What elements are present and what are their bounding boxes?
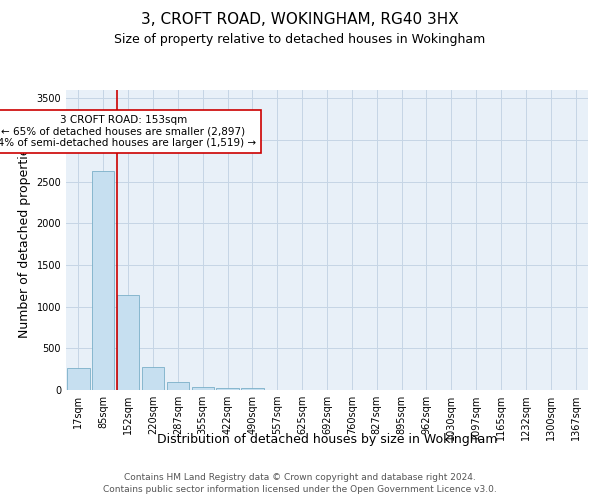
Text: Size of property relative to detached houses in Wokingham: Size of property relative to detached ho…: [115, 32, 485, 46]
Text: 3 CROFT ROAD: 153sqm
← 65% of detached houses are smaller (2,897)
34% of semi-de: 3 CROFT ROAD: 153sqm ← 65% of detached h…: [0, 115, 256, 148]
Bar: [92, 171, 115, 390]
Text: Distribution of detached houses by size in Wokingham: Distribution of detached houses by size …: [157, 432, 497, 446]
Bar: [217, 388, 239, 390]
Text: Contains public sector information licensed under the Open Government Licence v3: Contains public sector information licen…: [103, 485, 497, 494]
Y-axis label: Number of detached properties: Number of detached properties: [18, 142, 31, 338]
Bar: [67, 368, 89, 390]
Bar: [142, 367, 164, 390]
Text: Contains HM Land Registry data © Crown copyright and database right 2024.: Contains HM Land Registry data © Crown c…: [124, 472, 476, 482]
Text: 3, CROFT ROAD, WOKINGHAM, RG40 3HX: 3, CROFT ROAD, WOKINGHAM, RG40 3HX: [141, 12, 459, 28]
Bar: [191, 386, 214, 390]
Bar: [167, 382, 189, 390]
Bar: [241, 388, 263, 390]
Bar: [117, 295, 139, 390]
